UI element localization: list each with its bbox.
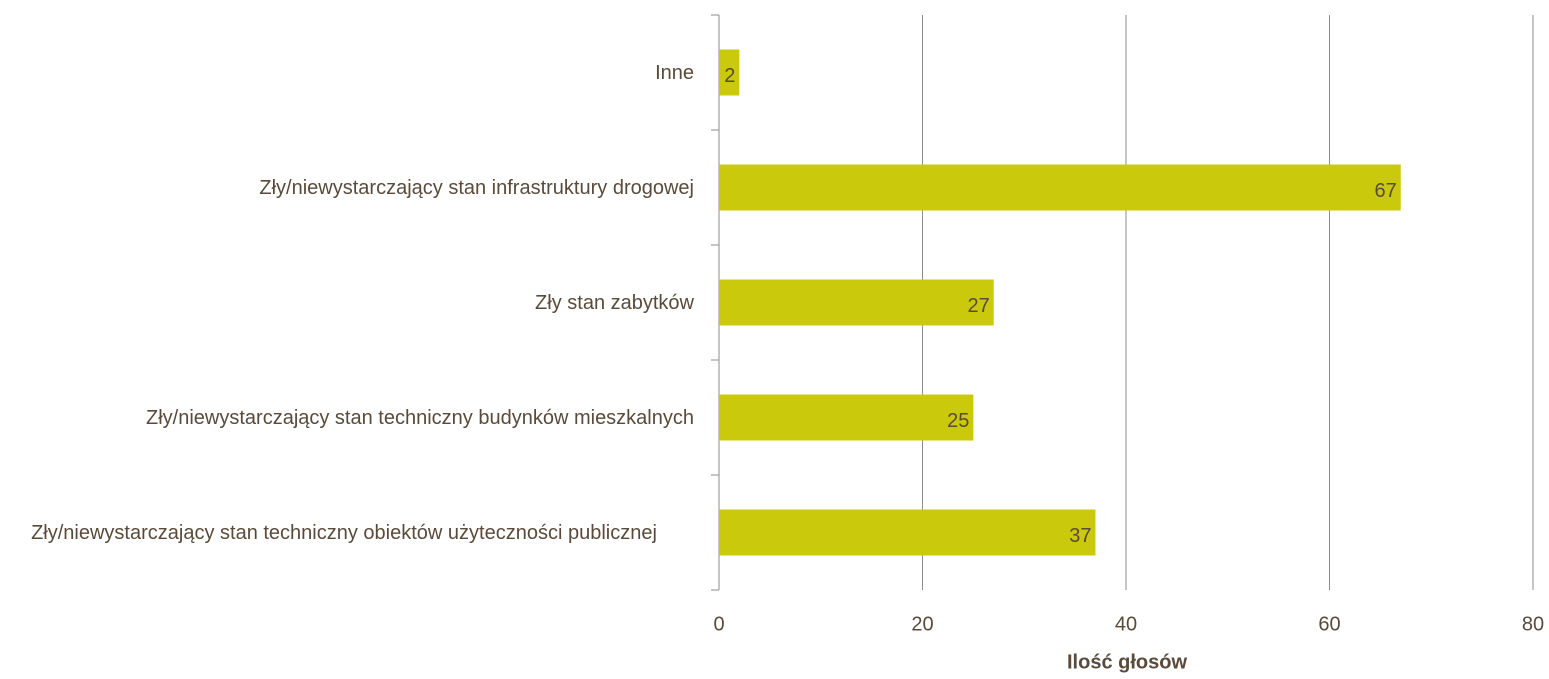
data-label: 27	[967, 295, 989, 317]
bar	[719, 49, 740, 96]
y-tick-label: Zły/niewystarczający stan techniczny obi…	[31, 521, 657, 544]
data-label: 37	[1069, 525, 1091, 547]
y-tick-label: Inne	[655, 61, 694, 84]
y-tick-label: Zły stan zabytków	[535, 291, 694, 314]
x-tick-label: 60	[1318, 613, 1340, 635]
data-label: 2	[724, 65, 735, 87]
x-tick-label: 20	[911, 613, 933, 635]
x-tick-label: 80	[1522, 613, 1544, 635]
data-label: 67	[1374, 180, 1396, 202]
y-tick-label: Zły/niewystarczający stan infrastruktury…	[259, 176, 694, 199]
x-tick-label: 40	[1115, 613, 1137, 635]
bar	[719, 394, 974, 441]
bar	[719, 509, 1096, 556]
data-label: 25	[947, 410, 969, 432]
x-tick-label: 0	[713, 613, 724, 635]
bar	[719, 164, 1401, 211]
x-axis-title: Ilość głosów	[1067, 651, 1187, 673]
bar	[719, 279, 994, 326]
y-tick-label: Zły/niewystarczający stan techniczny bud…	[146, 406, 694, 429]
